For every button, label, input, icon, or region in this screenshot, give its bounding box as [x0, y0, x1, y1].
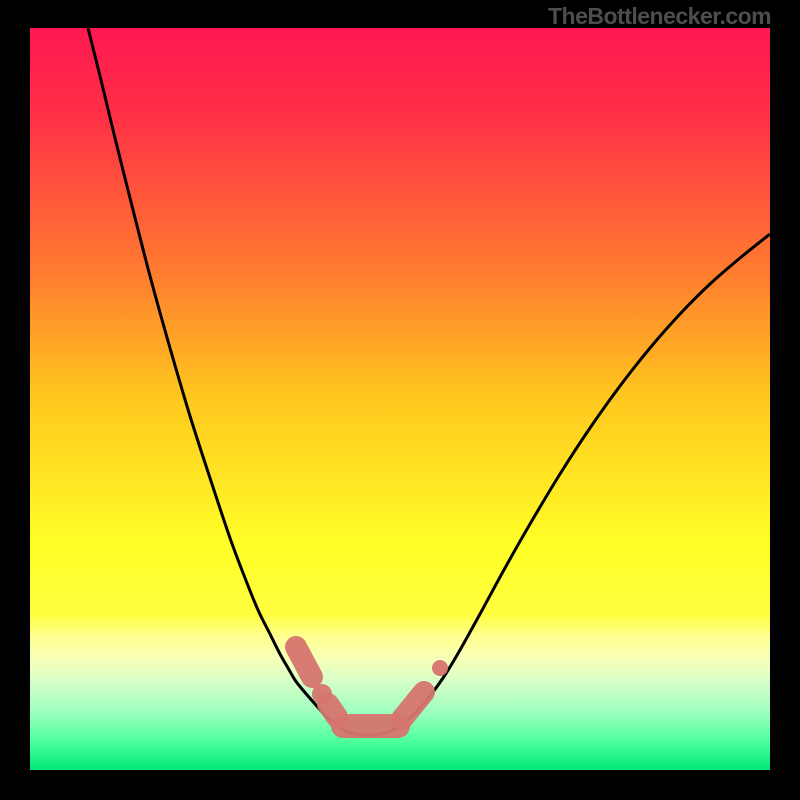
marker-capsule — [402, 692, 424, 719]
performance-curve — [88, 28, 360, 735]
marker-dot — [432, 660, 448, 676]
marker-capsule — [328, 704, 337, 717]
marker-capsule — [296, 647, 312, 677]
bottleneck-curve-chart — [30, 28, 770, 770]
chart-frame: TheBottlenecker.com — [0, 0, 800, 800]
watermark-text: TheBottlenecker.com — [548, 3, 771, 30]
performance-curve — [360, 234, 770, 735]
plot-area — [30, 28, 770, 770]
curve-markers — [296, 647, 448, 726]
